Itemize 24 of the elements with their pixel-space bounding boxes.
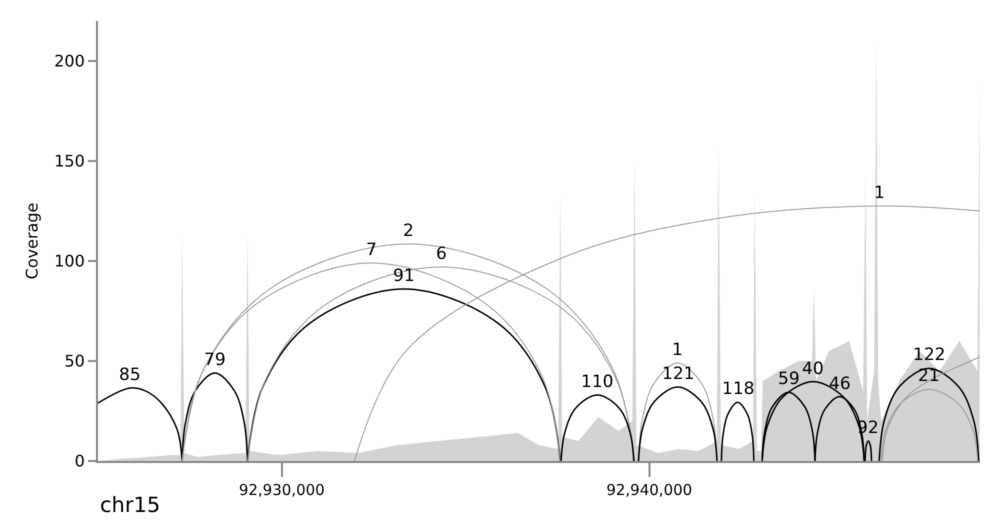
x-axis-title: chr15 [100, 493, 160, 517]
y-tick-label: 150 [54, 152, 85, 171]
annotation: 121 [662, 364, 694, 384]
annotation: 85 [119, 365, 141, 385]
x-tick-label: 92,930,000 [238, 481, 325, 499]
annotation: 7 [366, 240, 377, 260]
annotation: 79 [204, 350, 226, 370]
annotation: 59 [778, 369, 800, 389]
annotation: 1 [672, 340, 683, 360]
annotation: 122 [913, 345, 946, 365]
y-tick-label: 100 [54, 252, 85, 271]
annotation: 91 [393, 266, 415, 286]
x-tick-label: 92,940,000 [606, 481, 692, 499]
y-tick-label: 200 [54, 52, 85, 71]
annotation: 2 [403, 221, 414, 241]
annotation: 6 [436, 244, 447, 264]
annotation: 118 [722, 379, 754, 399]
y-tick-label: 50 [64, 352, 85, 371]
annotation: 1 [874, 183, 885, 203]
annotation: 110 [581, 372, 614, 392]
annotation: 40 [802, 359, 824, 379]
y-axis-title: Coverage [22, 202, 42, 280]
annotation: 46 [829, 374, 851, 394]
y-tick-label: 0 [74, 452, 85, 471]
